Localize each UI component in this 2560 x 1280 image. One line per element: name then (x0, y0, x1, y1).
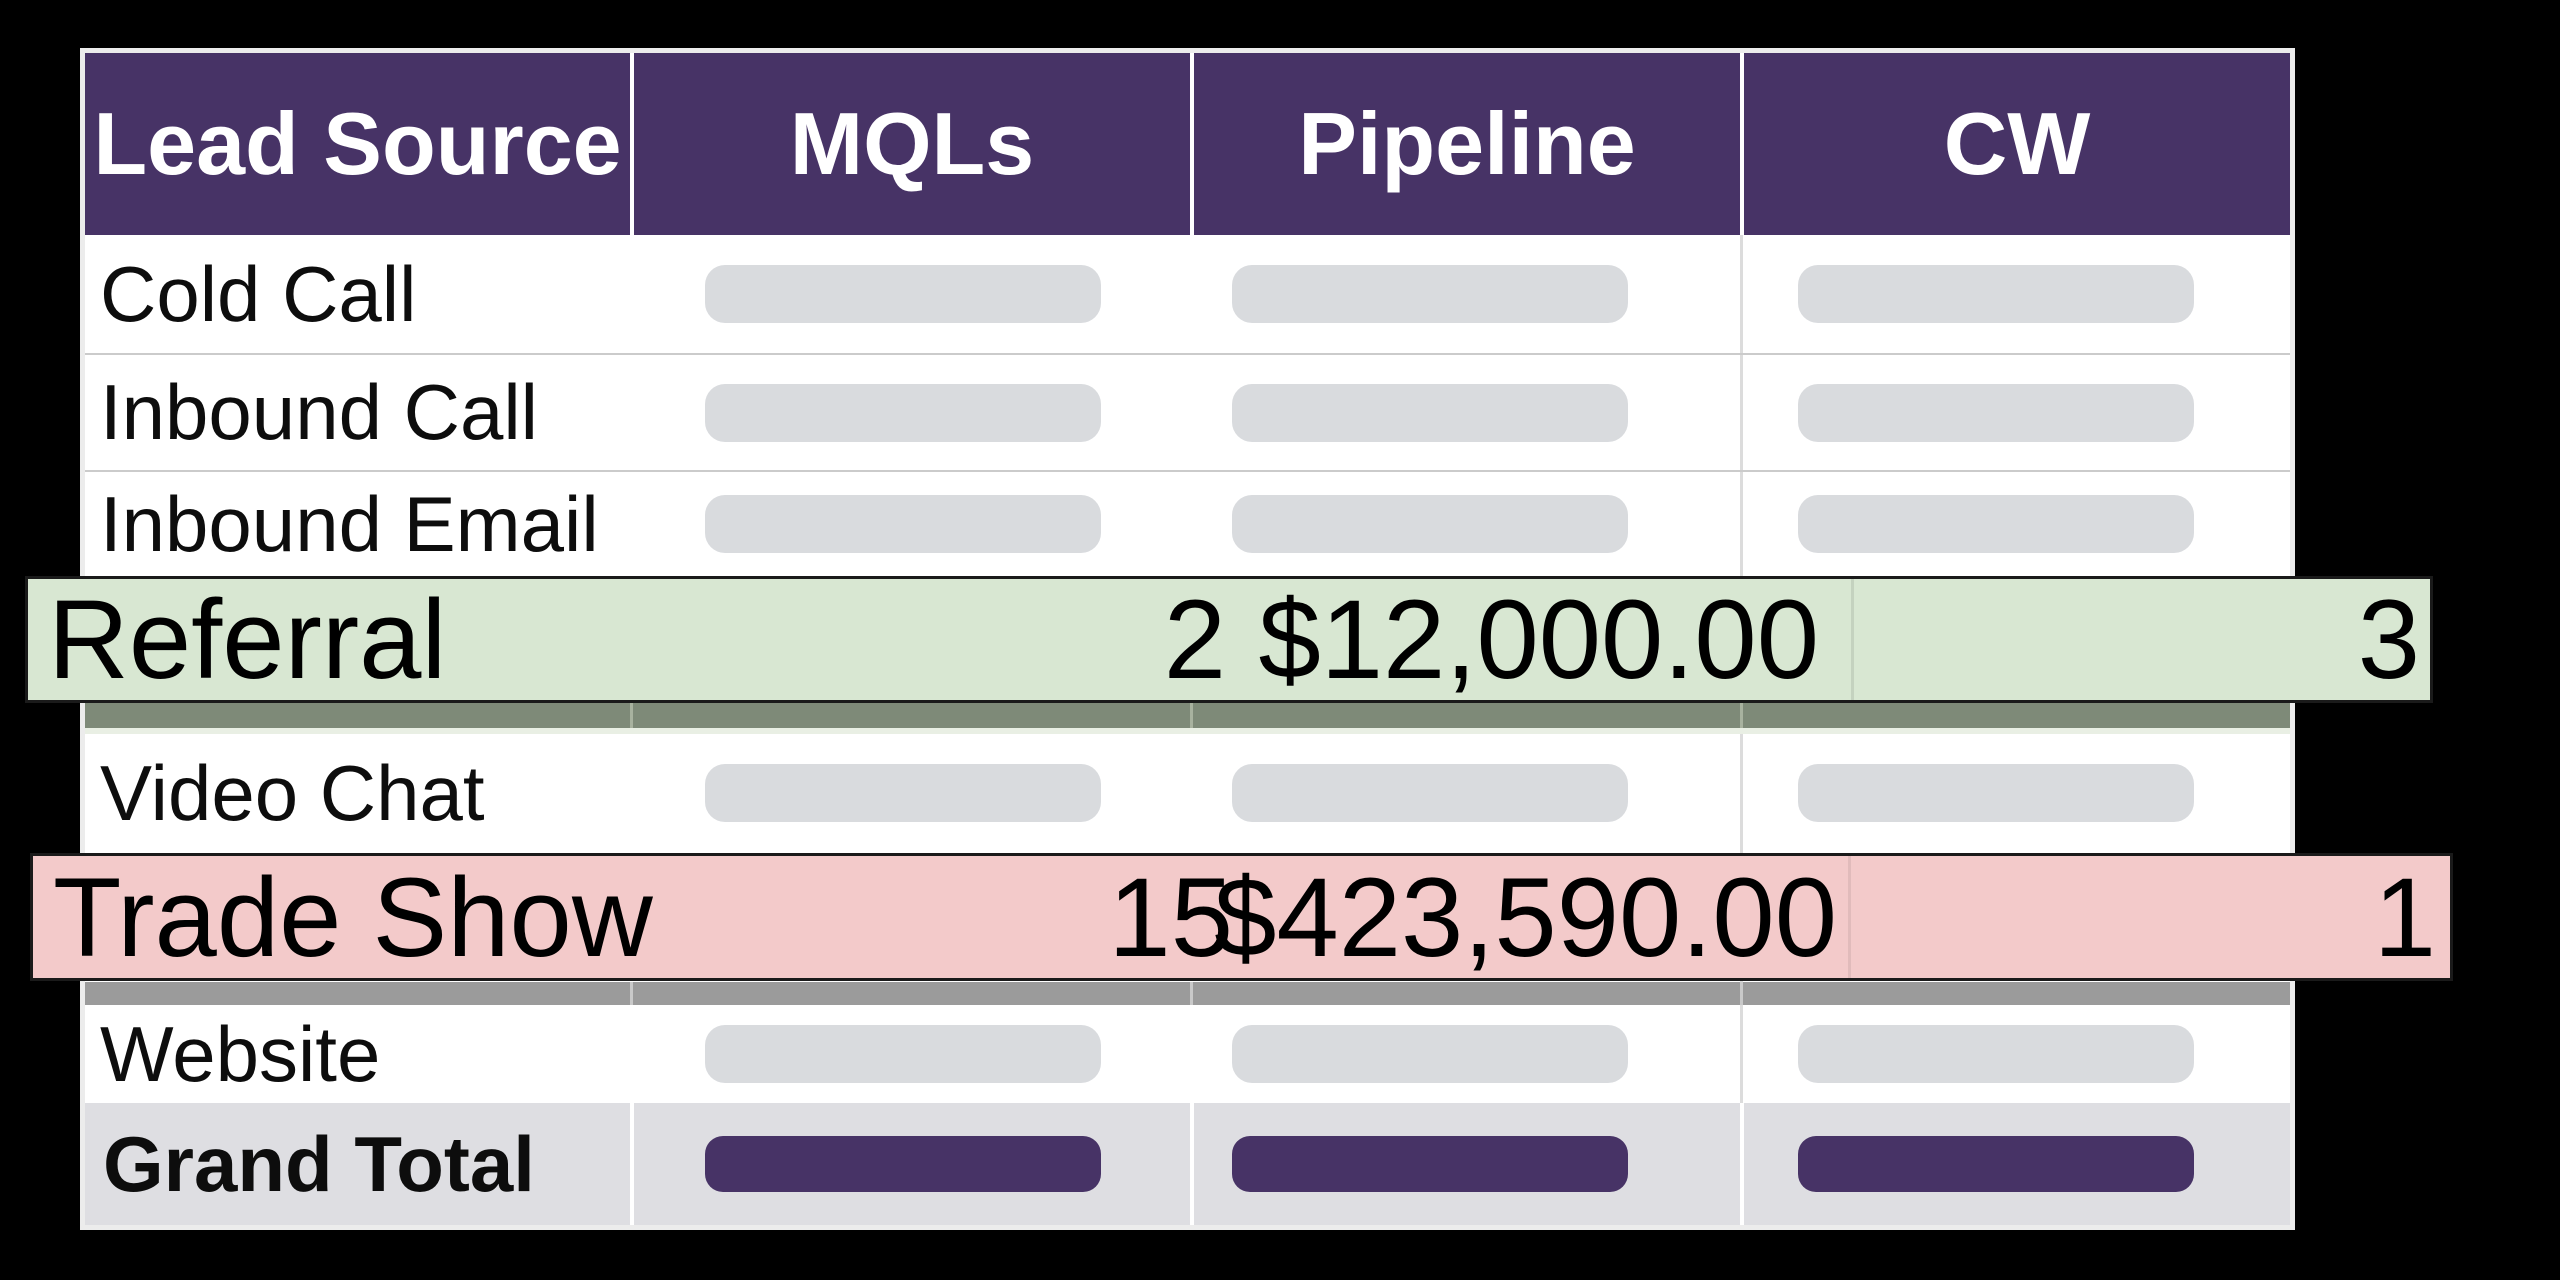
table-row-grand-total: Grand Total (85, 1103, 2290, 1225)
shadow-band (85, 982, 2290, 1005)
highlight-pipeline-value: $12,000.00 (1258, 577, 1819, 702)
table-row-cold-call: Cold Call (85, 235, 2290, 353)
shadow-band (85, 703, 2290, 728)
total-value-pill (1798, 1136, 2194, 1192)
redacted-value-pill (1798, 1025, 2194, 1083)
column-divider (1740, 982, 1743, 1005)
table-row-website: Website (85, 1005, 2290, 1103)
table-row-video-chat: Video Chat (85, 733, 2290, 853)
column-divider (630, 1103, 634, 1225)
redacted-value-pill (1232, 383, 1628, 442)
referral-highlight-row: Referral 2 $12,000.00 3 (25, 576, 2433, 703)
redacted-value-pill (705, 383, 1101, 442)
total-value-pill (705, 1136, 1101, 1192)
column-divider (1190, 1103, 1194, 1225)
redacted-value-pill (705, 764, 1101, 822)
row-label: Video Chat (100, 748, 485, 837)
column-divider (1851, 579, 1854, 700)
redacted-value-pill (1798, 495, 2194, 553)
column-divider (1740, 1103, 1744, 1225)
redacted-value-pill (705, 495, 1101, 553)
column-divider (630, 703, 633, 728)
redacted-value-pill (1798, 764, 2194, 822)
column-header-mqls: MQLs (634, 53, 1190, 235)
redacted-value-pill (705, 1025, 1101, 1083)
redacted-value-pill (1232, 764, 1628, 822)
highlight-cw-value: 1 (2373, 854, 2436, 980)
highlight-row-label: Referral (48, 577, 447, 702)
redacted-value-pill (1798, 265, 2194, 323)
redacted-value-pill (1232, 1025, 1628, 1083)
trade-show-highlight-row: Trade Show 15 $423,590.00 1 (30, 853, 2453, 981)
table-header: Lead Source MQLs Pipeline CW (85, 53, 2290, 235)
row-label: Cold Call (100, 249, 417, 338)
row-divider (85, 470, 2290, 472)
row-label: Inbound Call (100, 368, 538, 456)
column-divider (1848, 856, 1851, 978)
column-header-cw: CW (1744, 53, 2290, 235)
column-divider (630, 982, 633, 1005)
highlight-mqls-value: 2 (1163, 577, 1226, 702)
row-label: Website (100, 1009, 381, 1098)
column-header-pipeline: Pipeline (1194, 53, 1740, 235)
redacted-value-pill (1232, 495, 1628, 553)
redacted-value-pill (1232, 265, 1628, 323)
highlight-mqls-value: 15 (1108, 854, 1233, 980)
redacted-value-pill (705, 265, 1101, 323)
column-divider (1740, 703, 1743, 728)
row-label: Inbound Email (100, 479, 599, 568)
table-row-inbound-email: Inbound Email (85, 472, 2290, 576)
highlight-pipeline-value: $423,590.00 (1214, 854, 1837, 980)
column-divider (1190, 982, 1193, 1005)
row-divider (85, 353, 2290, 355)
column-header-lead-source: Lead Source (85, 53, 630, 235)
highlight-cw-value: 3 (2357, 577, 2420, 702)
table-row-inbound-call: Inbound Call (85, 355, 2290, 470)
redacted-value-pill (1798, 383, 2194, 442)
total-value-pill (1232, 1136, 1628, 1192)
column-divider (1190, 703, 1193, 728)
referral-row-edge (85, 728, 2290, 734)
row-label: Grand Total (103, 1119, 535, 1208)
highlight-row-label: Trade Show (53, 854, 653, 980)
